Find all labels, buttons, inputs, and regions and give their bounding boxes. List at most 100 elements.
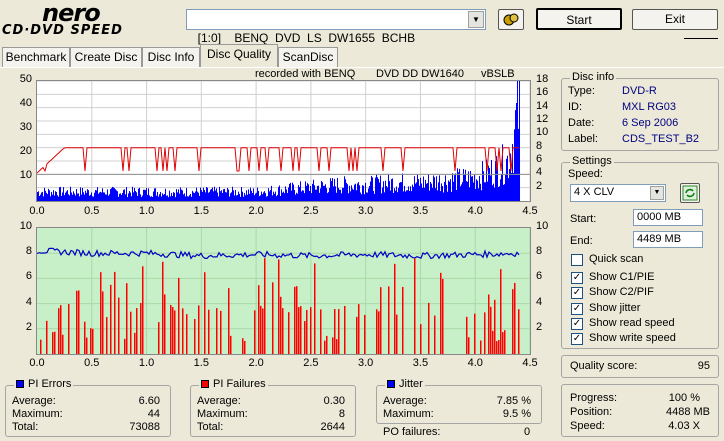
pif-bar (162, 261, 164, 354)
pif-bar (106, 317, 108, 354)
settings-title: Settings (570, 155, 614, 167)
start-button[interactable]: Start (536, 8, 622, 30)
show-c1-checkbox[interactable]: ✓ (571, 272, 583, 284)
tab-benchmark[interactable]: Benchmark (2, 47, 70, 67)
cd-dvd-speed-logo: CD·DVD SPEED (2, 23, 123, 38)
pif-bar (282, 308, 284, 354)
pif-bar (326, 335, 328, 354)
pif-bar (488, 294, 490, 354)
disc-date: 6 Sep 2006 (622, 117, 679, 129)
pi-errors-chart (36, 80, 531, 202)
x-tick-label: 0.0 (29, 357, 45, 369)
pif-bar (262, 308, 264, 354)
speed-select[interactable]: 4 X CLV ▼ (570, 184, 666, 202)
progress-group: Progress: 100 % Position: 4488 MB Speed:… (561, 384, 719, 437)
pif-bar (428, 302, 430, 354)
x-tick-label: 2.5 (303, 205, 319, 217)
po-failures-value: 0 (524, 426, 531, 438)
jitter-max-label: Maximum: (383, 408, 434, 420)
pif-bar (208, 309, 210, 354)
y-tick-label: 10 (19, 220, 32, 232)
pif-bar (86, 337, 88, 354)
chevron-down-icon[interactable]: ▼ (650, 186, 664, 200)
pif-bar (468, 337, 470, 354)
pif-bar (126, 283, 128, 354)
show-jitter-checkbox[interactable]: ✓ (571, 303, 583, 315)
drive-info-button[interactable] (498, 9, 524, 30)
pi-errors-max-label: Maximum: (12, 408, 63, 420)
drive-select[interactable]: [1:0] BENQ DVD LS DW1655 BCHB ▼ (186, 9, 486, 45)
pif-bar (496, 341, 498, 354)
y2-tick-label: 12 (536, 113, 549, 125)
pif-bar (142, 266, 144, 354)
chevron-down-icon[interactable]: ▼ (468, 11, 484, 28)
pif-bar (466, 316, 468, 354)
tab-scandisc[interactable]: ScanDisc (278, 47, 338, 67)
pif-bar (420, 324, 422, 354)
pif-bar (394, 263, 396, 354)
pif-bar (260, 305, 262, 354)
y-tick-label: 2 (25, 320, 32, 333)
pif-bar (194, 318, 196, 354)
pif-bar (54, 331, 56, 354)
pif-bar (296, 286, 298, 354)
exit-button[interactable]: Exit (632, 9, 718, 30)
divider (684, 38, 718, 39)
y-tick-label: 4 (25, 295, 32, 308)
pif-bar (228, 288, 230, 354)
tab-disc-info[interactable]: Disc Info (142, 47, 200, 67)
pif-bar (244, 340, 246, 354)
pif-bar (304, 321, 306, 354)
progress-value: 100 % (668, 392, 700, 404)
disc-type: DVD-R (622, 85, 657, 97)
speed-select-value: 4 X CLV (574, 186, 615, 198)
y2-tick-label: 18 (536, 73, 549, 85)
pif-bar (110, 284, 112, 354)
pif-bar (164, 294, 166, 354)
y2-tick-label: 16 (536, 86, 549, 99)
pif-bar (502, 332, 504, 354)
y-tick-label: 50 (19, 73, 32, 85)
pif-bar (336, 339, 338, 354)
tab-create-disc[interactable]: Create Disc (70, 47, 142, 67)
disc-label: CDS_TEST_B2 (622, 133, 700, 145)
show-write-speed-label: Show write speed (589, 332, 676, 344)
show-c2-checkbox[interactable]: ✓ (571, 287, 583, 299)
x-tick-label: 4.5 (522, 357, 538, 369)
pif-bar (40, 339, 42, 354)
y2-tick-label: 2 (536, 179, 543, 192)
pif-bar (380, 287, 382, 354)
jitter-color-icon (387, 380, 395, 389)
pif-bar (90, 328, 92, 354)
x-tick-label: 3.5 (412, 205, 429, 217)
y2-tick-label: 6 (536, 270, 543, 283)
y2-tick-label: 6 (536, 153, 543, 165)
disc-info-title: Disc info (570, 71, 617, 83)
pif-bar (356, 316, 358, 354)
show-write-speed-checkbox[interactable]: ✓ (571, 333, 583, 345)
label-label: Label: (568, 133, 598, 145)
start-label: Start: (570, 213, 597, 225)
pif-bar (58, 308, 60, 354)
pif-bar (114, 271, 116, 354)
end-label: End: (570, 235, 593, 247)
show-read-speed-checkbox[interactable]: ✓ (571, 318, 583, 330)
pi-failures-avg: 0.30 (323, 395, 345, 407)
chart-header-firmware: vBSLB (481, 68, 515, 80)
pif-bar (62, 334, 64, 354)
y2-tick-label: 2 (536, 320, 543, 333)
show-c2-label: Show C2/PIF (589, 286, 654, 298)
y-tick-label: 20 (19, 145, 32, 157)
pif-bar (174, 310, 176, 354)
jitter-line (37, 247, 520, 260)
chart-header-recorded: recorded with BENQ (255, 68, 356, 80)
end-input[interactable]: 4489 MB (633, 231, 703, 248)
jitter-max: 9.5 % (502, 408, 531, 420)
pif-bar (134, 332, 136, 354)
quick-scan-checkbox[interactable] (571, 254, 583, 266)
pif-bar (78, 290, 80, 354)
refresh-speed-button[interactable] (680, 183, 700, 203)
tab-disc-quality[interactable]: Disc Quality (200, 44, 278, 67)
pif-bar (402, 286, 404, 354)
start-input[interactable]: 0000 MB (633, 209, 703, 226)
